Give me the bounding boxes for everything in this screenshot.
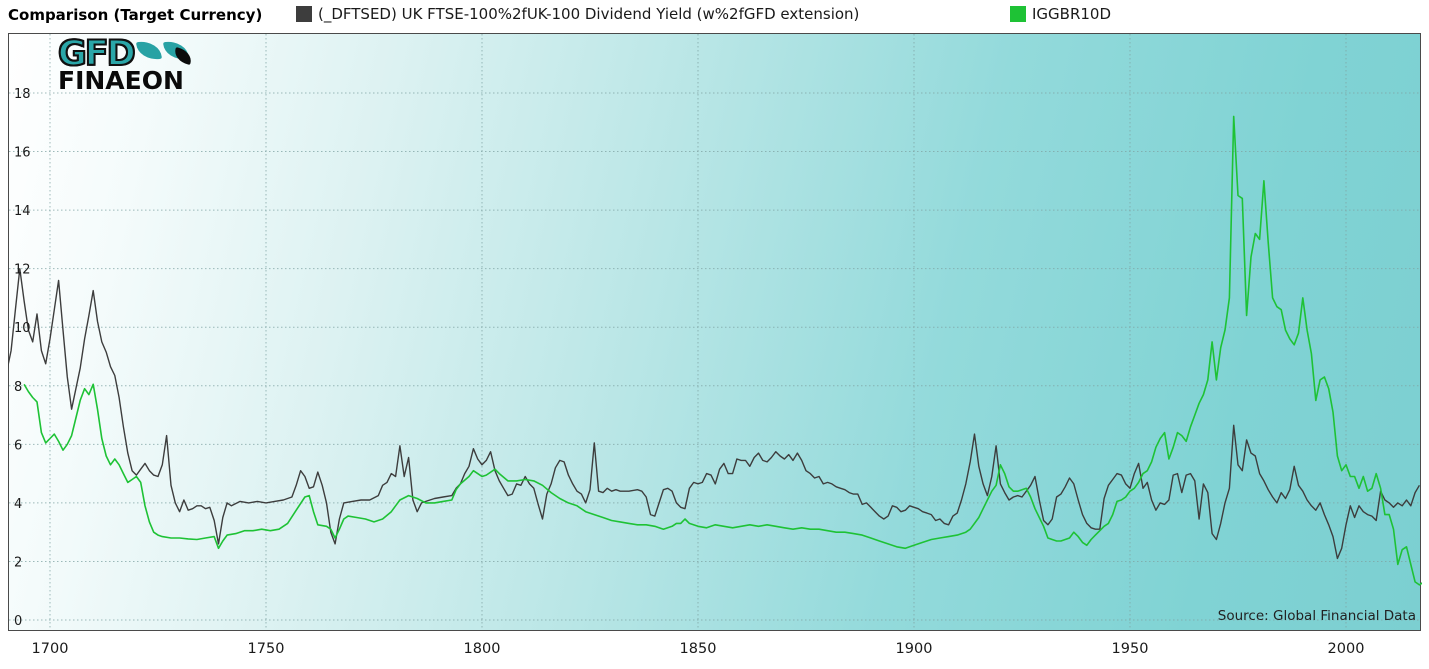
y-tick-label: 10	[14, 321, 31, 336]
logo-gfd-text: GFD	[57, 34, 137, 74]
x-tick-label: 1800	[463, 641, 501, 657]
y-tick-label: 4	[14, 497, 22, 512]
chart-title: Comparison (Target Currency)	[8, 6, 263, 24]
y-tick-label: 8	[14, 380, 22, 395]
logo-finaeon-text: FINAEON	[58, 66, 184, 95]
y-tick-label: 6	[14, 438, 22, 453]
x-tick-label: 1950	[1111, 641, 1149, 657]
x-tick-label: 2000	[1327, 641, 1365, 657]
x-tick-label: 1900	[895, 641, 933, 657]
legend-bar: Comparison (Target Currency) (_DFTSED) U…	[0, 0, 1429, 33]
legend-item-iggbr10d: IGGBR10D	[1010, 5, 1111, 23]
legend-item-dividend-yield: (_DFTSED) UK FTSE-100%2fUK-100 Dividend …	[296, 5, 859, 23]
x-tick-label: 1700	[31, 641, 69, 657]
y-tick-label: 16	[14, 146, 31, 161]
series2-label: IGGBR10D	[1032, 5, 1112, 23]
y-tick-label: 12	[14, 263, 31, 278]
y-tick-label: 18	[14, 87, 31, 102]
gfd-finaeon-logo: GFD FINAEON	[57, 34, 194, 95]
series1-swatch	[296, 6, 312, 22]
series2-swatch	[1010, 6, 1026, 22]
source-note: Source: Global Financial Data	[1217, 608, 1416, 624]
y-tick-label: 0	[14, 614, 22, 629]
y-tick-label: 2	[14, 555, 22, 570]
series-line-iggbr10d	[23, 115, 1422, 586]
x-tick-label: 1850	[679, 641, 717, 657]
series-line-dividend-yield	[8, 268, 1421, 560]
y-tick-label: 14	[14, 204, 31, 219]
series1-label: (_DFTSED) UK FTSE-100%2fUK-100 Dividend …	[318, 5, 860, 23]
x-tick-label: 1750	[247, 641, 285, 657]
